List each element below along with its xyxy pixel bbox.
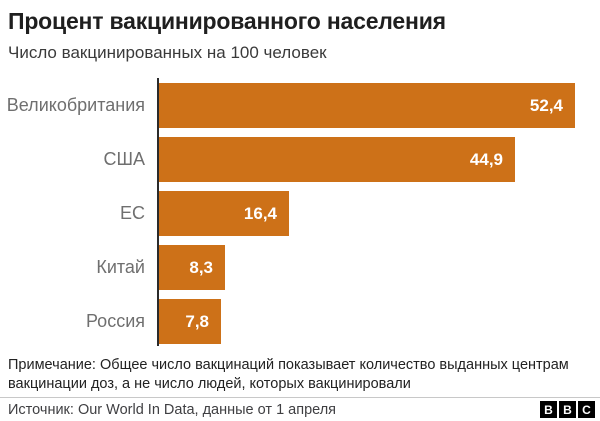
bar-chart: Великобритания 52,4 США 44,9 ЕС 16,4 Китай 8,3 Р… (0, 78, 600, 346)
value-label: 16,4 (243, 203, 277, 223)
bar-row: ЕС 16,4 (0, 191, 600, 236)
bar-row: Китай 8,3 (0, 245, 600, 290)
bar-rows: Великобритания 52,4 США 44,9 ЕС 16,4 Китай 8,3 Р… (0, 83, 600, 344)
category-label: Великобритания (6, 95, 145, 115)
chart-footer: Источник: Our World In Data, данные от 1… (0, 397, 600, 421)
source-text: Источник: Our World In Data, данные от 1… (8, 401, 337, 418)
bbc-logo-letter: B (540, 401, 557, 418)
value-label: 52,4 (529, 95, 563, 115)
bbc-logo-letter: C (578, 401, 595, 418)
bar: 8,3 (159, 245, 225, 290)
chart-note: Примечание: Общее число вакцинаций показ… (8, 357, 569, 392)
value-label: 44,9 (469, 149, 503, 169)
bar: 7,8 (159, 299, 221, 344)
category-label: США (103, 149, 145, 169)
value-label: 8,3 (189, 257, 213, 277)
category-label: Россия (85, 311, 145, 331)
bar-row: США 44,9 (0, 137, 600, 182)
y-axis-line (157, 78, 159, 346)
chart-title: Процент вакцинированного населения (8, 8, 446, 34)
bar-row: Великобритания 52,4 (0, 83, 600, 128)
bbc-logo-letter: B (559, 401, 576, 418)
chart-header: Процент вакцинированного населения Число… (0, 0, 600, 63)
bar: 16,4 (159, 191, 289, 236)
bar: 52,4 (159, 83, 575, 128)
value-label: 7,8 (185, 311, 209, 331)
bar-row: Россия 7,8 (0, 299, 600, 344)
category-label: Китай (96, 257, 145, 277)
chart-subtitle: Число вакцинированных на 100 человек (8, 43, 327, 62)
bar: 44,9 (159, 137, 515, 182)
category-label: ЕС (119, 203, 145, 223)
